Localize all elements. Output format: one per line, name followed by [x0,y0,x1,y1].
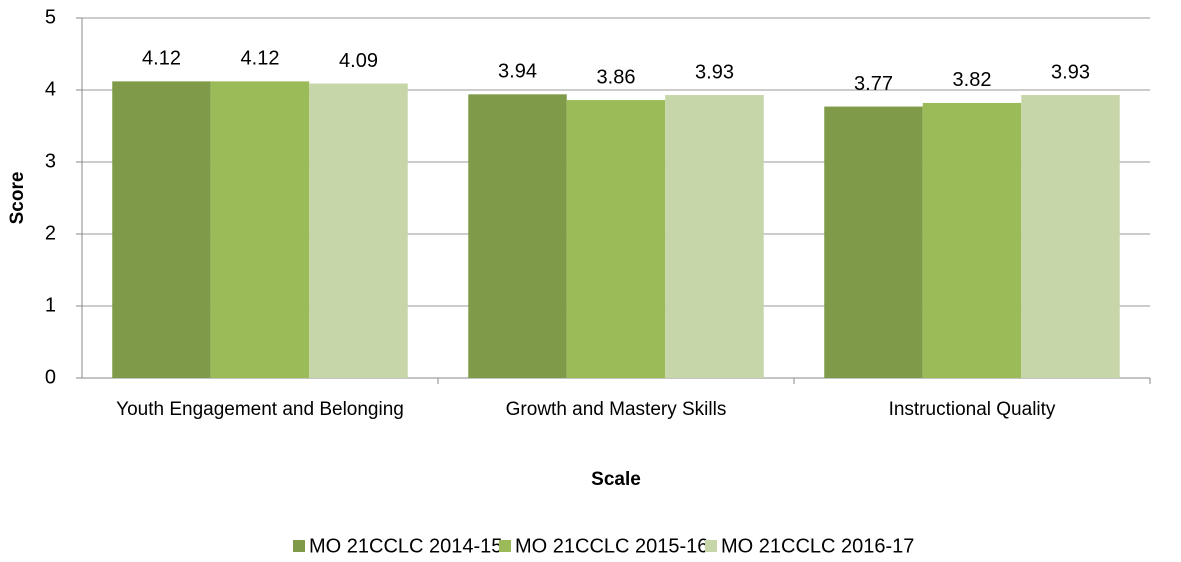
data-label: 3.93 [1051,61,1090,83]
x-tick-label: Growth and Mastery Skills [505,399,727,420]
data-label: 3.86 [597,66,636,88]
bar [1021,95,1120,378]
bar [922,102,1022,379]
y-tick-label: 3 [45,150,56,172]
bar [665,95,764,378]
data-label: 4.12 [241,48,280,70]
legend-label: MO 21CCLC 2016-17 [721,535,914,557]
data-label: 3.82 [953,69,992,91]
data-label: 3.77 [854,73,893,95]
y-tick-label: 4 [45,78,56,100]
y-axis-title: Score [7,172,28,225]
bar [112,81,211,379]
y-tick-label: 2 [45,222,56,244]
x-axis-title: Scale [591,469,641,490]
bar [468,94,567,378]
y-tick-label: 1 [45,294,56,316]
data-label: 4.09 [339,50,378,72]
legend-label: MO 21CCLC 2015-16 [515,535,708,557]
bar [210,81,310,379]
y-tick-label: 0 [45,366,56,388]
x-tick-label: Youth Engagement and Belonging [116,399,404,420]
data-label: 4.12 [142,48,181,70]
bar [824,106,923,378]
x-tick-label: Instructional Quality [888,399,1056,420]
legend-swatch [705,540,717,552]
bar [566,100,666,378]
legend-swatch [499,540,511,552]
data-label: 3.94 [498,61,537,83]
data-label: 3.93 [695,61,734,83]
y-tick-label: 5 [45,6,56,28]
legend-swatch [293,540,305,552]
bar [309,83,408,379]
legend-label: MO 21CCLC 2014-15 [309,535,502,557]
